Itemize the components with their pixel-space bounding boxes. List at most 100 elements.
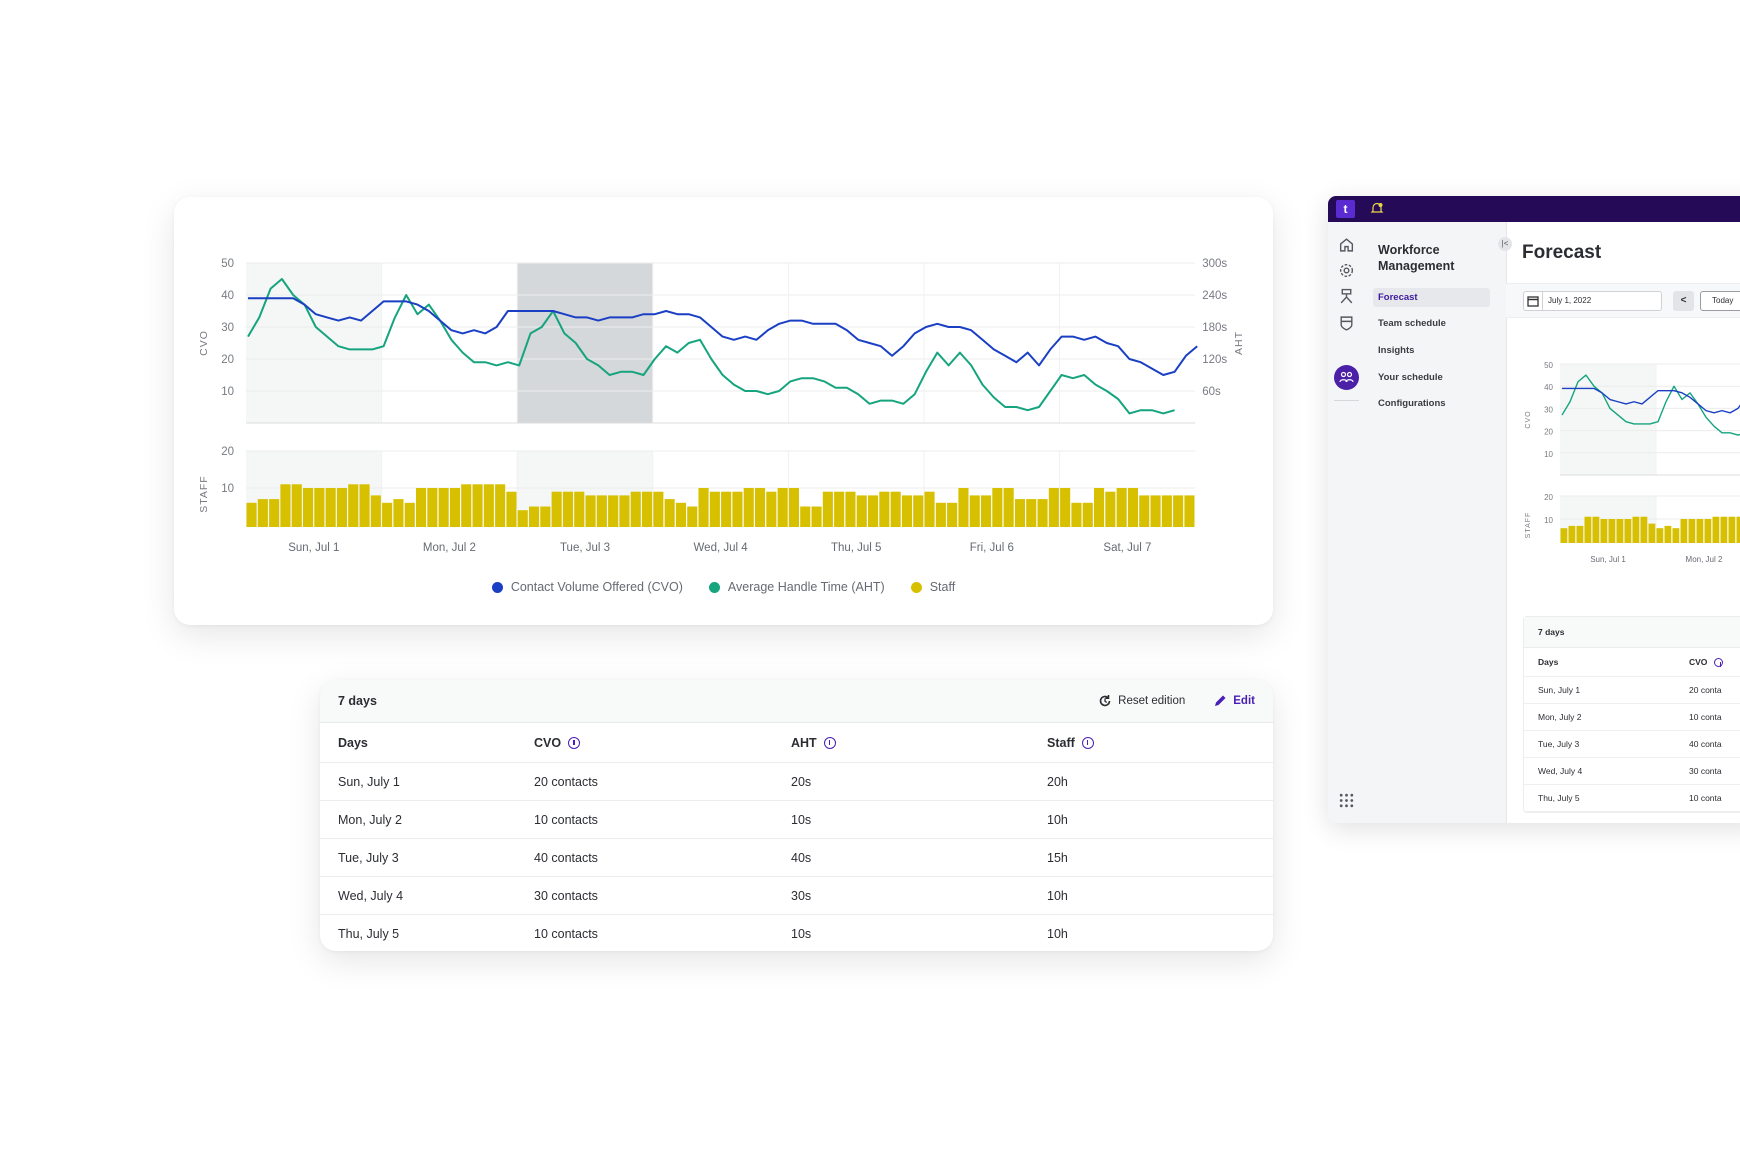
staff-bar	[246, 502, 257, 527]
staff-bar	[992, 488, 1003, 527]
staff-bar	[517, 510, 528, 527]
nav-item-forecast[interactable]: Forecast	[1373, 288, 1490, 307]
info-icon[interactable]	[1081, 736, 1094, 749]
bell-icon[interactable]	[1370, 201, 1384, 215]
nav-item-team-schedule[interactable]: Team schedule	[1378, 318, 1446, 329]
cvo-tick-label: 50	[221, 258, 234, 270]
staff-bar	[777, 488, 788, 527]
staff-bar	[619, 495, 630, 527]
staff-bar	[336, 488, 347, 527]
legend-dot-cvo	[491, 581, 503, 593]
legend-item-aht[interactable]: Average Handle Time (AHT)	[708, 580, 885, 594]
cell-day: Thu, July 5	[1538, 793, 1580, 803]
forecast-chart[interactable]: 10 20 30 40 50 60s 120s 180s 240s 300s 10 20 CVO STAF…	[174, 197, 1273, 577]
staff-bar	[280, 484, 291, 527]
nav-item-configurations[interactable]: Configurations	[1378, 398, 1446, 409]
forecast-table-card: 7 days Reset edition Edit Days CVO AHT S…	[320, 680, 1273, 951]
staff-bar	[721, 491, 732, 527]
staff-bar	[1680, 519, 1688, 543]
staff-bar	[269, 499, 280, 527]
mini-forecast-chart[interactable]: 10 20 30 40 50 10 20 CVO STAFF Sun, Jul 1 Mon, Jul…	[1506, 316, 1740, 571]
info-icon[interactable]	[823, 736, 836, 749]
staff-bar	[438, 488, 449, 527]
home-icon[interactable]	[1338, 236, 1355, 253]
staff-bar	[1026, 499, 1037, 527]
legend-label-staff: Staff	[929, 580, 956, 594]
staff-bar	[675, 502, 686, 527]
aht-tick-label: 300s	[1202, 258, 1227, 270]
staff-bar	[698, 488, 709, 527]
mini-table-row[interactable]: Sun, July 1 20 conta	[1524, 677, 1740, 704]
column-header-days: Days	[320, 723, 534, 763]
previous-button[interactable]: <	[1673, 291, 1694, 311]
rail-divider	[1334, 400, 1359, 401]
staff-bar	[574, 491, 585, 527]
table-row[interactable]: Tue, July 3 40 contacts 40s 15h	[320, 838, 1273, 877]
staff-bar	[1576, 525, 1584, 543]
column-header-staff: Staff	[1047, 723, 1273, 763]
day-label: Mon, Jul 2	[1686, 555, 1723, 564]
staff-bar	[879, 491, 890, 527]
cvo-tick-label: 40	[221, 290, 234, 302]
staff-bar	[1560, 528, 1568, 543]
date-input[interactable]: July 1, 2022	[1523, 291, 1662, 311]
column-label: CVO	[1689, 657, 1708, 667]
cell-day: Tue, July 3	[1538, 739, 1580, 749]
mini-table-row[interactable]: Thu, July 5 10 conta	[1524, 785, 1740, 812]
workforce-nav-button[interactable]	[1334, 365, 1359, 390]
cell-staff: 20h	[1047, 762, 1273, 801]
staff-bar	[382, 502, 393, 527]
staff-bar	[551, 491, 562, 527]
table-row[interactable]: Wed, July 4 30 contacts 30s 10h	[320, 876, 1273, 915]
collapse-sidebar-button[interactable]: |<	[1498, 237, 1512, 251]
table-row[interactable]: Mon, July 2 10 contacts 10s 10h	[320, 800, 1273, 839]
cell-staff: 10h	[1047, 800, 1273, 839]
calendar-icon[interactable]	[1524, 292, 1543, 310]
staff-bar	[1139, 495, 1150, 527]
nav-item-insights[interactable]: Insights	[1378, 345, 1415, 356]
cell-cvo: 10 contacts	[534, 800, 791, 839]
aht-tick-label: 240s	[1202, 290, 1227, 302]
gear-icon[interactable]	[1338, 262, 1355, 279]
legend-item-staff[interactable]: Staff	[910, 580, 956, 594]
table-row[interactable]: Sun, July 1 20 contacts 20s 20h	[320, 762, 1273, 801]
nav-title-line: Workforce	[1378, 243, 1440, 257]
staff-bar	[1003, 488, 1014, 527]
app-logo[interactable]: t	[1336, 200, 1355, 218]
staff-bar	[653, 491, 664, 527]
forecast-table: Days CVO AHT Staff Sun, July 1 20 contact…	[320, 723, 1273, 951]
staff-bar	[901, 495, 912, 527]
apps-grid-icon[interactable]	[1338, 792, 1355, 809]
staff-bar	[1082, 502, 1093, 527]
mini-table-row[interactable]: Wed, July 4 30 conta	[1524, 758, 1740, 785]
info-icon[interactable]	[1714, 658, 1724, 667]
table-row[interactable]: Thu, July 5 10 contacts 10s 10h	[320, 914, 1273, 951]
staff-bar	[1616, 519, 1624, 543]
mini-table-row[interactable]: Mon, July 2 10 conta	[1524, 704, 1740, 731]
today-button[interactable]: Today	[1700, 291, 1740, 311]
staff-bar	[596, 495, 607, 527]
shield-icon[interactable]	[1338, 315, 1355, 332]
staff-bar	[913, 495, 924, 527]
reset-edition-button[interactable]: Reset edition	[1098, 694, 1185, 708]
staff-bar	[540, 506, 551, 527]
nav-item-your-schedule[interactable]: Your schedule	[1378, 372, 1443, 383]
staff-bar	[562, 491, 573, 527]
info-icon[interactable]	[568, 736, 581, 749]
staff-bar	[291, 484, 302, 527]
cell-cvo: 10 conta	[1689, 793, 1722, 803]
flow-icon[interactable]	[1338, 288, 1355, 305]
cell-day: Mon, July 2	[1538, 712, 1582, 722]
forecast-chart-card: 10 20 30 40 50 60s 120s 180s 240s 300s 10 20 CVO STAF…	[174, 197, 1273, 625]
edit-button[interactable]: Edit	[1213, 694, 1255, 708]
staff-bar	[1150, 495, 1161, 527]
staff-bar	[393, 499, 404, 527]
column-label: AHT	[791, 735, 817, 750]
team-icon	[1339, 371, 1354, 383]
cell-aht: 10s	[791, 914, 1047, 951]
legend-item-cvo[interactable]: Contact Volume Offered (CVO)	[491, 580, 683, 594]
staff-bar	[1048, 488, 1059, 527]
mini-table-row[interactable]: Tue, July 3 40 conta	[1524, 731, 1740, 758]
staff-bar	[416, 488, 427, 527]
staff-bar	[1608, 519, 1616, 543]
